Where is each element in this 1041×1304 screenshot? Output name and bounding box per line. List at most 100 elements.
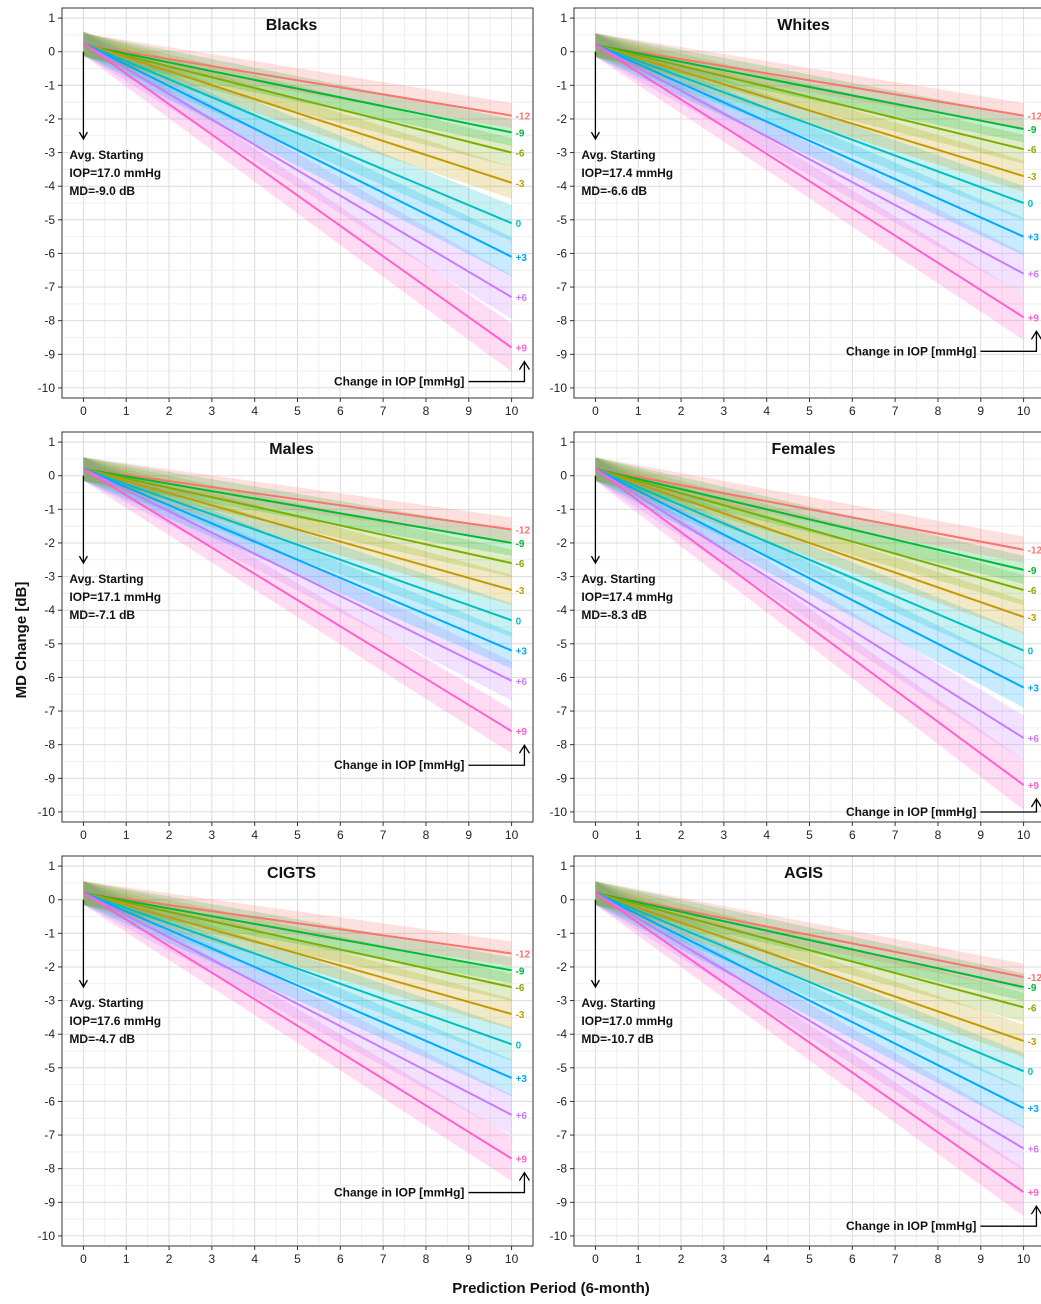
ribbon-+3 — [83, 881, 512, 1097]
y-tick-label: -9 — [556, 771, 567, 785]
series-line-0 — [83, 892, 512, 1046]
series-label: -3 — [1028, 1037, 1037, 1048]
y-tick-label: -2 — [556, 536, 567, 550]
y-tick-label: 0 — [48, 893, 55, 907]
y-tick-label: -1 — [44, 926, 55, 940]
x-tick-label: 4 — [763, 1252, 770, 1266]
start-annotation: IOP=17.1 mmHg — [69, 590, 161, 604]
series-line--9 — [83, 891, 512, 972]
start-annotation: MD=-9.0 dB — [69, 184, 135, 198]
series-label: -6 — [516, 983, 525, 994]
series-label: +3 — [1028, 1104, 1040, 1115]
iop-callout-arrow-head — [1030, 1204, 1041, 1215]
ribbon-+6 — [595, 881, 1024, 1171]
panel-title: CIGTS — [267, 865, 316, 882]
panel-title: Males — [269, 441, 314, 458]
series-label: -6 — [1028, 586, 1037, 597]
series-label: +6 — [516, 293, 528, 304]
series-label: -3 — [516, 586, 525, 597]
x-tick-label: 8 — [935, 1252, 942, 1266]
series-line-+9 — [82, 892, 513, 1160]
series-label: -12 — [516, 112, 531, 123]
x-tick-label: 1 — [123, 404, 130, 418]
x-tick-label: 8 — [935, 828, 942, 842]
y-tick-label: -8 — [556, 314, 567, 328]
x-tick-label: 9 — [465, 828, 472, 842]
y-tick-label: -6 — [44, 1094, 55, 1108]
series-line--9 — [83, 44, 512, 134]
x-tick-label: 4 — [251, 404, 258, 418]
series-label: +9 — [1028, 313, 1040, 324]
y-tick-label: -4 — [556, 603, 567, 617]
series-label: -6 — [516, 149, 525, 160]
start-arrow-head — [590, 131, 600, 141]
series-line-+6 — [594, 892, 1025, 1150]
series-line--6 — [595, 892, 1024, 1009]
series-line-+6 — [82, 42, 513, 298]
series-group — [82, 31, 513, 372]
y-tick-label: -2 — [44, 960, 55, 974]
series-line--3 — [83, 468, 512, 591]
x-tick-label: 2 — [166, 828, 173, 842]
x-tick-label: 2 — [678, 404, 685, 418]
y-tick-label: -2 — [44, 536, 55, 550]
ribbon-0 — [595, 457, 1024, 669]
series-line--12 — [595, 43, 1024, 117]
series-line-+3 — [595, 44, 1024, 238]
ribbon-+6 — [595, 33, 1024, 295]
y-tick-label: -2 — [556, 112, 567, 126]
series-label: -6 — [1028, 145, 1037, 156]
start-annotation: IOP=17.6 mmHg — [69, 1014, 161, 1028]
series-line--3 — [83, 42, 512, 184]
x-tick-label: 10 — [1017, 828, 1031, 842]
ribbon-+9 — [595, 33, 1024, 341]
y-tick-label: -4 — [44, 1027, 55, 1041]
y-axis: 1 0 -1 -2 -3 -4 -5 -6 -7 -8 -9 -10 — [38, 859, 62, 1243]
start-annotation: IOP=17.0 mmHg — [581, 1014, 673, 1028]
series-line--12 — [595, 892, 1024, 979]
panel-blacks: -12-9-6-30+3+6+90 1 2 3 4 5 6 7 8 9 1010-1-2-3-4-5… — [38, 7, 534, 418]
ribbon-0 — [83, 31, 512, 242]
y-tick-label: -6 — [44, 670, 55, 684]
series-line--6 — [83, 892, 512, 989]
series-line--9 — [83, 467, 512, 544]
series-line--6 — [83, 468, 512, 565]
x-tick-label: 2 — [166, 1252, 173, 1266]
y-tick-label: -8 — [44, 1162, 55, 1176]
start-annotation: MD=-6.6 dB — [581, 184, 647, 198]
x-tick-label: 4 — [763, 404, 770, 418]
series-label: +6 — [1028, 270, 1040, 281]
ribbon--3 — [83, 457, 512, 606]
series-label: -3 — [516, 179, 525, 190]
series-label: +3 — [516, 253, 528, 264]
ribbon-+9 — [595, 881, 1024, 1217]
series-line-+9 — [594, 892, 1025, 1194]
x-tick-label: 1 — [635, 1252, 642, 1266]
series-label: 0 — [1028, 199, 1034, 210]
y-tick-label: -7 — [44, 280, 55, 294]
x-tick-label: 7 — [892, 828, 899, 842]
iop-callout-arrow-head — [1030, 797, 1041, 808]
y-tick-label: -6 — [556, 246, 567, 260]
x-tick-label: 3 — [209, 404, 216, 418]
x-tick-label: 10 — [505, 404, 519, 418]
panel-cigts: -12-9-6-30+3+6+90 1 2 3 4 5 6 7 8 9 1010-1-2-3-4-5… — [38, 855, 534, 1266]
series-label: 0 — [516, 616, 522, 627]
series-line-+9 — [82, 42, 513, 349]
x-tick-label: 3 — [209, 828, 216, 842]
series-labels: -12 -9 -6 -3 0 +3 +6 +9 — [1028, 546, 1041, 792]
x-tick-label: 6 — [337, 1252, 344, 1266]
x-axis-label: Prediction Period (6-month) — [452, 1280, 650, 1297]
x-tick-label: 1 — [635, 828, 642, 842]
y-tick-label: -1 — [44, 78, 55, 92]
x-tick-label: 0 — [80, 1252, 87, 1266]
y-tick-label: -5 — [556, 1061, 567, 1075]
series-line--3 — [595, 892, 1024, 1042]
ribbon-+3 — [83, 457, 512, 669]
series-line-+6 — [82, 892, 513, 1116]
y-axis: 1 0 -1 -2 -3 -4 -5 -6 -7 -8 -9 -10 — [550, 435, 574, 819]
series-label: -3 — [516, 1010, 525, 1021]
ribbon-+6 — [83, 31, 512, 319]
series-labels: -12 -9 -6 -3 0 +3 +6 +9 — [516, 526, 531, 739]
series-line--3 — [83, 892, 512, 1015]
